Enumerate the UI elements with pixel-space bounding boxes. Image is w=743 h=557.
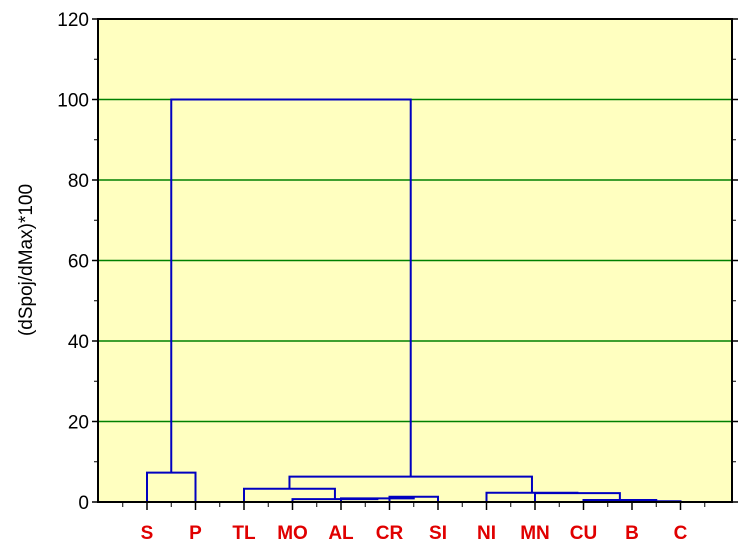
leaf-label: MN — [520, 523, 550, 544]
dendrogram-link — [388, 495, 439, 502]
leaf-label: SI — [429, 523, 447, 544]
leaf-label: CU — [570, 523, 597, 544]
y-tick-label: 120 — [57, 10, 89, 31]
leaf-label: CR — [376, 523, 404, 544]
leaf-label: MO — [277, 523, 308, 544]
leaf-label: S — [141, 523, 154, 544]
leaf-label: AL — [328, 523, 354, 544]
y-tick-label: 100 — [57, 91, 89, 112]
y-tick-label: 40 — [68, 332, 89, 353]
y-tick-label: 80 — [68, 171, 89, 192]
y-tick-label: 60 — [68, 252, 89, 273]
leaf-label: NI — [477, 523, 496, 544]
y-tick-label: 20 — [68, 413, 89, 434]
y-axis-label: (dSpoj/dMax)*100 — [16, 184, 37, 336]
y-tick-label: 0 — [78, 493, 89, 514]
leaf-label: C — [674, 523, 688, 544]
dendrogram-link — [170, 98, 412, 477]
x-axis: S P TL MO AL CR SI NI MN CU B C — [122, 502, 706, 544]
dendrogram-tree — [146, 98, 682, 503]
leaf-label: P — [189, 523, 202, 544]
leaf-label: B — [625, 523, 639, 544]
leaf-label: TL — [232, 523, 256, 544]
y-axis: 0 20 40 60 80 100 120 — [57, 10, 738, 514]
gridlines — [98, 98, 732, 423]
